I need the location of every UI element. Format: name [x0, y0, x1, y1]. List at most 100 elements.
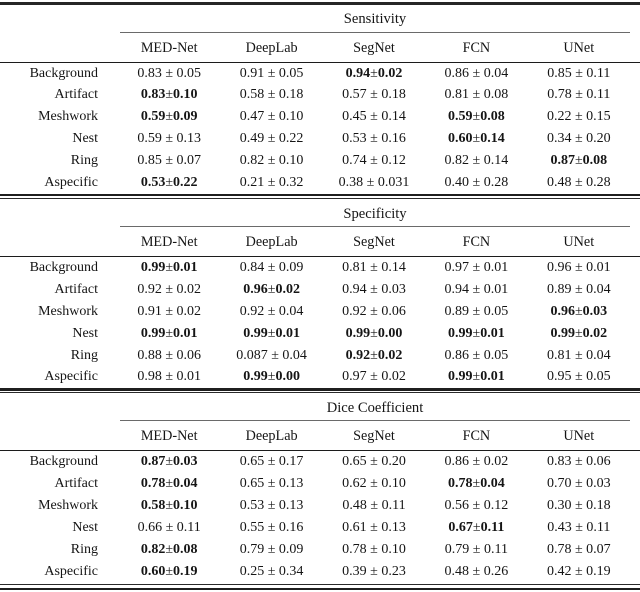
value-cell: 0.92 ± 0.02: [137, 281, 202, 297]
metric-table-dice-coefficient: Dice Coefficient MED-Net DeepLab SegNet …: [0, 393, 640, 582]
table-row: Artifact 0.92 ± 0.02 0.96 ± 0.02 0.94 ± …: [0, 279, 640, 301]
column-header-segnet: SegNet: [353, 39, 395, 56]
header-spacer: [0, 227, 118, 256]
row-label: Nest: [72, 520, 98, 536]
column-header-segnet: SegNet: [353, 234, 395, 251]
value-cell: 0.94 ± 0.03: [342, 281, 406, 297]
table-row: Artifact 0.83 ± 0.10 0.58 ± 0.18 0.57 ± …: [0, 84, 640, 106]
value-cell: 0.83 ± 0.05: [137, 65, 202, 81]
value-cell: 0.78 ± 0.04: [140, 476, 198, 492]
value-cell: 0.85 ± 0.11: [547, 65, 611, 81]
table-row: Ring 0.82 ± 0.08 0.79 ± 0.09 0.78 ± 0.10…: [0, 539, 640, 561]
value-cell: 0.84 ± 0.09: [239, 259, 304, 275]
bottom-thin-rule: [0, 583, 640, 585]
value-cell: 0.94 ± 0.01: [444, 281, 509, 297]
value-cell: 0.81 ± 0.14: [342, 259, 406, 275]
value-cell: 0.92 ± 0.04: [239, 303, 304, 319]
table-separator: [0, 193, 640, 200]
column-header-med-net: MED-Net: [140, 234, 198, 251]
value-cell: 0.47 ± 0.10: [239, 109, 304, 125]
value-cell: 0.96 ± 0.02: [243, 281, 300, 297]
row-label: Ring: [70, 153, 98, 169]
table-title-row: Sensitivity: [0, 5, 640, 33]
table-title-row: Specificity: [0, 199, 640, 228]
value-cell: 0.58 ± 0.18: [239, 87, 304, 103]
value-cell: 0.61 ± 0.13: [342, 520, 406, 536]
table-row: Background 0.87 ± 0.03 0.65 ± 0.17 0.65 …: [0, 451, 640, 473]
separator-thick-rule: [0, 193, 640, 197]
value-cell: 0.96 ± 0.03: [550, 303, 608, 319]
value-cell: 0.78 ± 0.04: [448, 476, 505, 492]
bottom-thick-rule: [0, 587, 640, 591]
table-separator: [0, 388, 640, 394]
value-cell: 0.39 ± 0.23: [342, 563, 406, 579]
value-cell: 0.95 ± 0.05: [546, 369, 611, 385]
row-label: Background: [29, 65, 98, 81]
bottom-rule: [0, 583, 640, 591]
row-label: Nest: [72, 325, 98, 341]
row-label: Meshwork: [38, 498, 98, 514]
value-cell: 0.91 ± 0.05: [239, 65, 304, 81]
table-row: Aspecific 0.98 ± 0.01 0.99 ± 0.00 0.97 ±…: [0, 366, 640, 388]
value-cell: 0.94 ± 0.02: [345, 65, 403, 81]
separator-thin-rule: [0, 392, 640, 394]
table-row: Meshwork 0.58 ± 0.10 0.53 ± 0.13 0.48 ± …: [0, 495, 640, 517]
value-cell: 0.34 ± 0.20: [546, 131, 611, 147]
value-cell: 0.96 ± 0.01: [546, 259, 611, 275]
value-cell: 0.92 ± 0.06: [342, 303, 406, 319]
table-row: Artifact 0.78 ± 0.04 0.65 ± 0.13 0.62 ± …: [0, 473, 640, 495]
value-cell: 0.88 ± 0.06: [137, 347, 202, 363]
table-row: Nest 0.99 ± 0.01 0.99 ± 0.01 0.99 ± 0.00…: [0, 323, 640, 345]
column-header-deeplab: DeepLab: [245, 428, 298, 445]
row-label: Meshwork: [38, 109, 98, 125]
value-cell: 0.81 ± 0.08: [444, 87, 509, 103]
table-title: Specificity: [120, 199, 630, 228]
column-header-row: MED-Net DeepLab SegNet FCN UNet: [0, 33, 640, 63]
row-label: Aspecific: [44, 174, 98, 190]
value-cell: 0.53 ± 0.13: [239, 498, 304, 514]
value-cell: 0.87 ± 0.03: [140, 454, 198, 470]
value-cell: 0.67 ± 0.11: [448, 520, 505, 536]
value-cell: 0.60 ± 0.19: [140, 563, 198, 579]
column-header-row: MED-Net DeepLab SegNet FCN UNet: [0, 227, 640, 258]
column-header-segnet: SegNet: [353, 428, 395, 445]
value-cell: 0.79 ± 0.09: [239, 541, 304, 557]
separator-thick-rule: [0, 388, 640, 391]
table-row: Nest 0.66 ± 0.11 0.55 ± 0.16 0.61 ± 0.13…: [0, 517, 640, 539]
value-cell: 0.82 ± 0.10: [239, 153, 304, 169]
top-rule: [0, 2, 640, 5]
value-cell: 0.25 ± 0.34: [239, 563, 304, 579]
table-title: Dice Coefficient: [120, 393, 630, 422]
value-cell: 0.81 ± 0.04: [546, 347, 611, 363]
value-cell: 0.79 ± 0.11: [444, 541, 508, 557]
row-label: Artifact: [54, 476, 98, 492]
row-label: Artifact: [54, 87, 98, 103]
value-cell: 0.86 ± 0.02: [444, 454, 509, 470]
column-header-fcn: FCN: [462, 428, 491, 445]
row-label: Ring: [70, 347, 98, 363]
value-cell: 0.89 ± 0.04: [546, 281, 611, 297]
table-row: Aspecific 0.60 ± 0.19 0.25 ± 0.34 0.39 ±…: [0, 561, 640, 583]
value-cell: 0.91 ± 0.02: [137, 303, 202, 319]
value-cell: 0.48 ± 0.11: [342, 498, 406, 514]
value-cell: 0.49 ± 0.22: [239, 131, 304, 147]
value-cell: 0.98 ± 0.01: [137, 369, 202, 385]
value-cell: 0.97 ± 0.01: [444, 259, 509, 275]
value-cell: 0.38 ± 0.031: [338, 174, 410, 190]
value-cell: 0.59 ± 0.13: [137, 131, 202, 147]
header-spacer: [0, 421, 118, 450]
table-title-row: Dice Coefficient: [0, 393, 640, 422]
metric-table-specificity: Specificity MED-Net DeepLab SegNet FCN U…: [0, 199, 640, 388]
value-cell: 0.78 ± 0.10: [342, 541, 406, 557]
value-cell: 0.55 ± 0.16: [239, 520, 304, 536]
value-cell: 0.42 ± 0.19: [546, 563, 611, 579]
table-row: Background 0.83 ± 0.05 0.91 ± 0.05 0.94 …: [0, 63, 640, 85]
value-cell: 0.70 ± 0.03: [546, 476, 611, 492]
value-cell: 0.99 ± 0.00: [345, 325, 403, 341]
column-header-med-net: MED-Net: [140, 39, 198, 56]
table-row: Ring 0.88 ± 0.06 0.087 ± 0.04 0.92 ± 0.0…: [0, 345, 640, 367]
column-header-deeplab: DeepLab: [245, 234, 298, 251]
value-cell: 0.99 ± 0.01: [243, 325, 300, 341]
value-cell: 0.60 ± 0.14: [448, 131, 505, 147]
value-cell: 0.82 ± 0.14: [444, 153, 509, 169]
